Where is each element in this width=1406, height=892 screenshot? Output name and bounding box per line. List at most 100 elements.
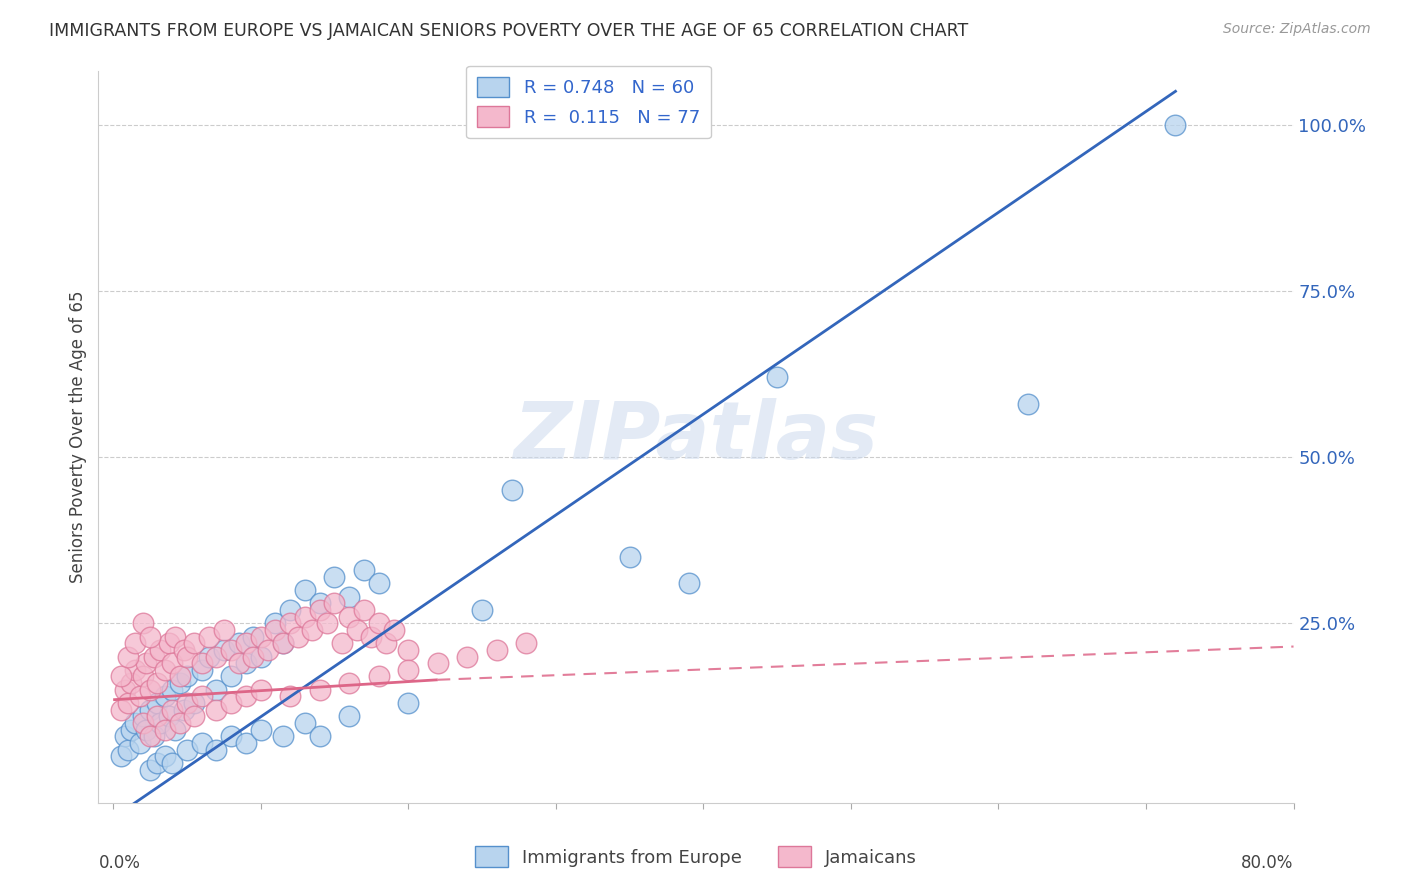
Point [337, 709, 360, 723]
Point [1017, 397, 1039, 411]
Point [212, 643, 235, 657]
Point [139, 630, 162, 644]
Point [117, 742, 139, 756]
Point [169, 669, 191, 683]
Point [219, 643, 242, 657]
Point [323, 596, 346, 610]
Point [766, 370, 789, 384]
Point [235, 636, 257, 650]
Point [114, 729, 136, 743]
Point [228, 636, 250, 650]
Point [271, 636, 294, 650]
Point [294, 716, 316, 731]
Point [330, 636, 353, 650]
Point [367, 616, 389, 631]
Point [169, 676, 191, 690]
Point [264, 623, 287, 637]
Point [183, 636, 205, 650]
Point [198, 630, 221, 644]
Point [353, 603, 375, 617]
Point [308, 729, 330, 743]
Point [301, 623, 323, 637]
Point [146, 709, 169, 723]
Point [294, 609, 316, 624]
Point [485, 643, 508, 657]
Point [367, 576, 389, 591]
Point [337, 609, 360, 624]
Point [367, 669, 389, 683]
Point [271, 729, 294, 743]
Point [157, 636, 180, 650]
Point [160, 682, 183, 697]
Point [110, 703, 132, 717]
Point [396, 643, 419, 657]
Point [153, 749, 176, 764]
Point [375, 636, 398, 650]
Point [271, 636, 294, 650]
Point [294, 582, 316, 597]
Point [316, 616, 339, 631]
Point [1164, 118, 1187, 132]
Point [396, 663, 419, 677]
Point [110, 749, 132, 764]
Point [353, 563, 375, 577]
Point [235, 736, 257, 750]
Point [143, 649, 166, 664]
Point [337, 590, 360, 604]
Point [323, 570, 346, 584]
Point [157, 709, 180, 723]
Point [139, 682, 162, 697]
Point [515, 636, 537, 650]
Point [146, 696, 169, 710]
Point [176, 649, 198, 664]
Point [456, 649, 478, 664]
Text: ZIPatlas: ZIPatlas [513, 398, 879, 476]
Point [128, 690, 150, 704]
Point [153, 663, 176, 677]
Point [219, 696, 242, 710]
Point [146, 676, 169, 690]
Point [278, 603, 301, 617]
Point [149, 643, 172, 657]
Point [264, 616, 287, 631]
Point [219, 669, 242, 683]
Point [139, 763, 162, 777]
Point [128, 736, 150, 750]
Point [173, 703, 195, 717]
Point [153, 723, 176, 737]
Point [278, 616, 301, 631]
Point [337, 676, 360, 690]
Point [114, 682, 136, 697]
Point [135, 656, 157, 670]
Point [131, 669, 153, 683]
Point [173, 643, 195, 657]
Point [160, 656, 183, 670]
Point [143, 729, 166, 743]
Point [117, 696, 139, 710]
Point [176, 696, 198, 710]
Point [382, 623, 405, 637]
Point [139, 703, 162, 717]
Point [678, 576, 700, 591]
Point [249, 682, 271, 697]
Point [160, 756, 183, 770]
Point [165, 630, 187, 644]
Point [190, 663, 212, 677]
Point [198, 649, 221, 664]
Point [426, 656, 449, 670]
Point [139, 729, 162, 743]
Point [205, 742, 228, 756]
Point [120, 723, 142, 737]
Text: Source: ZipAtlas.com: Source: ZipAtlas.com [1223, 22, 1371, 37]
Point [228, 656, 250, 670]
Point [153, 690, 176, 704]
Point [183, 696, 205, 710]
Point [190, 656, 212, 670]
Point [249, 649, 271, 664]
Point [235, 690, 257, 704]
Point [124, 636, 146, 650]
Point [131, 709, 153, 723]
Point [396, 696, 419, 710]
Point [176, 669, 198, 683]
Point [287, 630, 309, 644]
